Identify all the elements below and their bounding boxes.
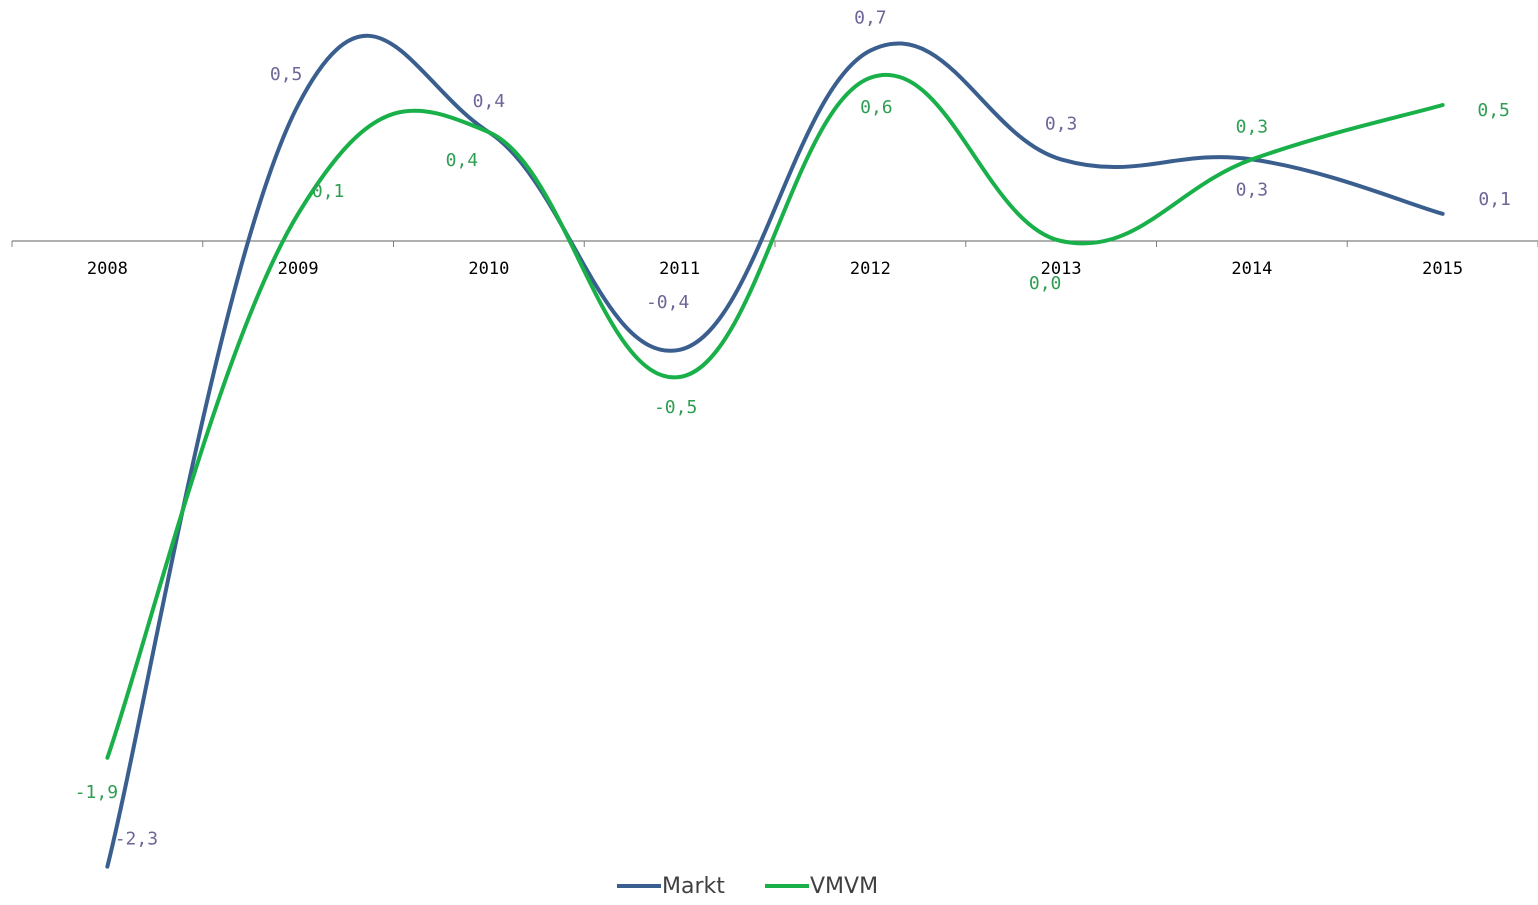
x-tick-label: 2013: [1041, 259, 1082, 279]
data-label-markt: 0,1: [1478, 189, 1511, 210]
data-labels: -2,3 0,5 0,4 -0,4 0,7 0,3 0,3 0,1 -1,9 0,1 0,4 -0,5…: [75, 8, 1511, 850]
data-label-vmvm: 0,4: [446, 150, 479, 171]
x-tick-label: 2014: [1231, 259, 1272, 279]
x-tick-label: 2008: [87, 259, 128, 279]
data-label-vmvm: 0,3: [1236, 116, 1269, 137]
data-label-markt: -0,4: [646, 292, 689, 313]
data-label-markt: -2,3: [115, 829, 158, 850]
legend-label-vmvm: VMVM: [810, 874, 878, 899]
series-lines: [105, 33, 1445, 869]
data-label-markt: 0,7: [854, 8, 887, 29]
series-line-vmvm: [105, 73, 1445, 760]
x-tick-label: 2012: [850, 259, 891, 279]
data-label-vmvm: -1,9: [75, 782, 118, 803]
x-tick-label: 2009: [278, 259, 319, 279]
x-tick-label: 2011: [659, 259, 700, 279]
data-label-markt: 0,5: [270, 64, 303, 85]
data-label-vmvm: 0,6: [860, 97, 893, 118]
data-label-vmvm: 0,5: [1477, 100, 1510, 121]
data-label-vmvm: -0,5: [654, 397, 697, 418]
legend: Markt VMVM: [617, 874, 878, 899]
x-axis: 2008 2009 2010 2011 2012 2013 2014 2015: [11, 240, 1538, 279]
legend-label-markt: Markt: [662, 874, 725, 899]
data-label-vmvm: 0,1: [312, 181, 345, 202]
x-tick-label: 2010: [468, 259, 509, 279]
data-label-markt: 0,3: [1045, 113, 1078, 134]
data-label-markt: 0,3: [1236, 179, 1269, 200]
series-line-markt: [105, 33, 1445, 869]
x-tick-label: 2015: [1422, 259, 1463, 279]
data-label-markt: 0,4: [473, 91, 506, 112]
data-label-vmvm: 0,0: [1029, 273, 1062, 294]
